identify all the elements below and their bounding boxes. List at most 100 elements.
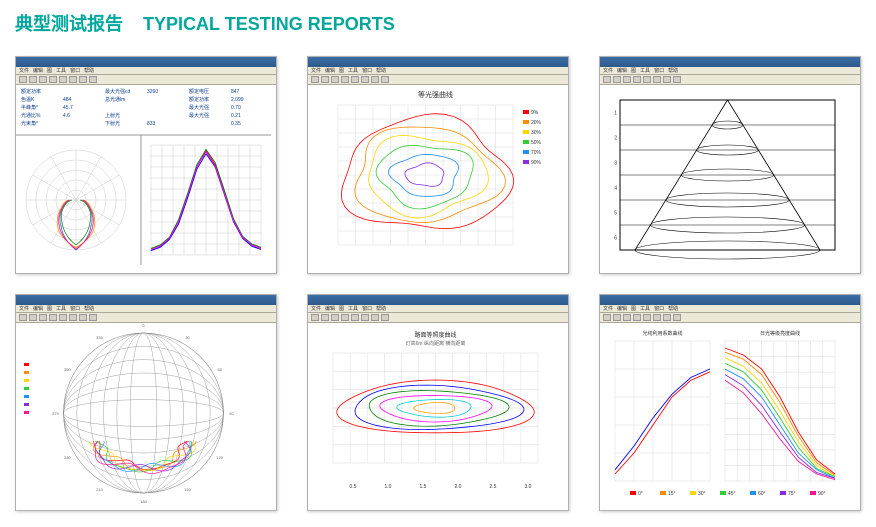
menu-item[interactable]: 编辑 bbox=[33, 67, 43, 74]
menu-item[interactable]: 编辑 bbox=[325, 305, 335, 312]
menu-item[interactable]: 工具 bbox=[56, 67, 66, 74]
toolbar-button[interactable] bbox=[603, 76, 611, 83]
toolbar-button[interactable] bbox=[663, 76, 671, 83]
toolbar-button[interactable] bbox=[603, 314, 611, 321]
menu-item[interactable]: 编辑 bbox=[617, 67, 627, 74]
svg-text:50%: 50% bbox=[531, 140, 542, 146]
toolbar-button[interactable] bbox=[633, 314, 641, 321]
svg-text:330: 330 bbox=[96, 334, 103, 339]
toolbar-button[interactable] bbox=[69, 314, 77, 321]
toolbar-button[interactable] bbox=[361, 314, 369, 321]
toolbar-button[interactable] bbox=[653, 314, 661, 321]
toolbar-button[interactable] bbox=[49, 314, 57, 321]
menu-item[interactable]: 编辑 bbox=[325, 67, 335, 74]
toolbar-button[interactable] bbox=[331, 76, 339, 83]
toolbar-button[interactable] bbox=[613, 314, 621, 321]
menu-item[interactable]: 帮助 bbox=[668, 67, 678, 74]
menu-item[interactable]: 工具 bbox=[56, 305, 66, 312]
toolbar-button[interactable] bbox=[643, 76, 651, 83]
toolbar-button[interactable] bbox=[321, 76, 329, 83]
toolbar-button[interactable] bbox=[381, 76, 389, 83]
toolbar-button[interactable] bbox=[89, 76, 97, 83]
svg-text:光束角°: 光束角° bbox=[21, 120, 38, 127]
svg-text:半峰角°: 半峰角° bbox=[21, 104, 38, 111]
toolbar-button[interactable] bbox=[59, 76, 67, 83]
toolbar-button[interactable] bbox=[341, 314, 349, 321]
menu-item[interactable]: 工具 bbox=[348, 305, 358, 312]
toolbar-button[interactable] bbox=[653, 76, 661, 83]
menu-item[interactable]: 图 bbox=[339, 305, 344, 312]
svg-text:90%: 90% bbox=[531, 160, 542, 166]
report-content: 光线利用系数曲线日光等级亮度曲线0°15°30°45°60°75°90° bbox=[600, 323, 860, 511]
svg-text:5: 5 bbox=[614, 211, 617, 217]
toolbar-button[interactable] bbox=[59, 314, 67, 321]
toolbar-button[interactable] bbox=[321, 314, 329, 321]
menubar: 文件编辑图工具窗口帮助 bbox=[16, 305, 276, 313]
menu-item[interactable]: 窗口 bbox=[654, 67, 664, 74]
toolbar-button[interactable] bbox=[341, 76, 349, 83]
menu-item[interactable]: 文件 bbox=[311, 305, 321, 312]
toolbar-button[interactable] bbox=[623, 314, 631, 321]
menu-item[interactable]: 工具 bbox=[640, 67, 650, 74]
svg-text:180: 180 bbox=[140, 499, 147, 503]
toolbar-button[interactable] bbox=[49, 76, 57, 83]
toolbar-button[interactable] bbox=[673, 76, 681, 83]
toolbar-button[interactable] bbox=[79, 76, 87, 83]
toolbar-button[interactable] bbox=[371, 314, 379, 321]
menu-item[interactable]: 窗口 bbox=[70, 67, 80, 74]
menu-item[interactable]: 窗口 bbox=[362, 305, 372, 312]
svg-text:45°: 45° bbox=[728, 491, 736, 497]
menu-item[interactable]: 窗口 bbox=[654, 305, 664, 312]
menu-item[interactable]: 帮助 bbox=[668, 305, 678, 312]
menu-item[interactable]: 窗口 bbox=[70, 305, 80, 312]
toolbar-button[interactable] bbox=[381, 314, 389, 321]
toolbar-button[interactable] bbox=[39, 314, 47, 321]
toolbar-button[interactable] bbox=[371, 76, 379, 83]
toolbar-button[interactable] bbox=[663, 314, 671, 321]
toolbar-button[interactable] bbox=[311, 314, 319, 321]
toolbar-button[interactable] bbox=[39, 76, 47, 83]
toolbar-button[interactable] bbox=[29, 314, 37, 321]
toolbar-button[interactable] bbox=[361, 76, 369, 83]
menu-item[interactable]: 文件 bbox=[603, 67, 613, 74]
menu-item[interactable]: 帮助 bbox=[376, 305, 386, 312]
toolbar-button[interactable] bbox=[643, 314, 651, 321]
menu-item[interactable]: 编辑 bbox=[617, 305, 627, 312]
menu-item[interactable]: 工具 bbox=[348, 67, 358, 74]
menu-item[interactable]: 图 bbox=[339, 67, 344, 74]
toolbar-button[interactable] bbox=[19, 314, 27, 321]
toolbar-button[interactable] bbox=[19, 76, 27, 83]
menu-item[interactable]: 图 bbox=[631, 305, 636, 312]
menu-item[interactable]: 帮助 bbox=[84, 305, 94, 312]
menu-item[interactable]: 工具 bbox=[640, 305, 650, 312]
toolbar-button[interactable] bbox=[351, 76, 359, 83]
toolbar-button[interactable] bbox=[79, 314, 87, 321]
toolbar-button[interactable] bbox=[623, 76, 631, 83]
toolbar-button[interactable] bbox=[633, 76, 641, 83]
menu-item[interactable]: 文件 bbox=[19, 67, 29, 74]
toolbar-button[interactable] bbox=[89, 314, 97, 321]
report-content: 额定功率最大光强cd3260额定电压847色温K484总光通lm额定功率2.09… bbox=[16, 85, 276, 273]
menu-item[interactable]: 窗口 bbox=[362, 67, 372, 74]
toolbar-button[interactable] bbox=[351, 314, 359, 321]
menu-item[interactable]: 文件 bbox=[19, 305, 29, 312]
report-content: 0306090120150180210240270300330 bbox=[16, 323, 276, 511]
menubar: 文件编辑图工具窗口帮助 bbox=[16, 67, 276, 75]
svg-text:30°: 30° bbox=[698, 491, 706, 497]
toolbar-button[interactable] bbox=[69, 76, 77, 83]
toolbar-button[interactable] bbox=[311, 76, 319, 83]
svg-text:总光通lm: 总光通lm bbox=[105, 96, 125, 103]
menu-item[interactable]: 图 bbox=[47, 305, 52, 312]
svg-text:240: 240 bbox=[64, 455, 71, 460]
toolbar-button[interactable] bbox=[673, 314, 681, 321]
menu-item[interactable]: 帮助 bbox=[84, 67, 94, 74]
toolbar-button[interactable] bbox=[613, 76, 621, 83]
toolbar-button[interactable] bbox=[29, 76, 37, 83]
menu-item[interactable]: 帮助 bbox=[376, 67, 386, 74]
menu-item[interactable]: 图 bbox=[631, 67, 636, 74]
menu-item[interactable]: 编辑 bbox=[33, 305, 43, 312]
menu-item[interactable]: 文件 bbox=[603, 305, 613, 312]
menu-item[interactable]: 文件 bbox=[311, 67, 321, 74]
menu-item[interactable]: 图 bbox=[47, 67, 52, 74]
toolbar-button[interactable] bbox=[331, 314, 339, 321]
